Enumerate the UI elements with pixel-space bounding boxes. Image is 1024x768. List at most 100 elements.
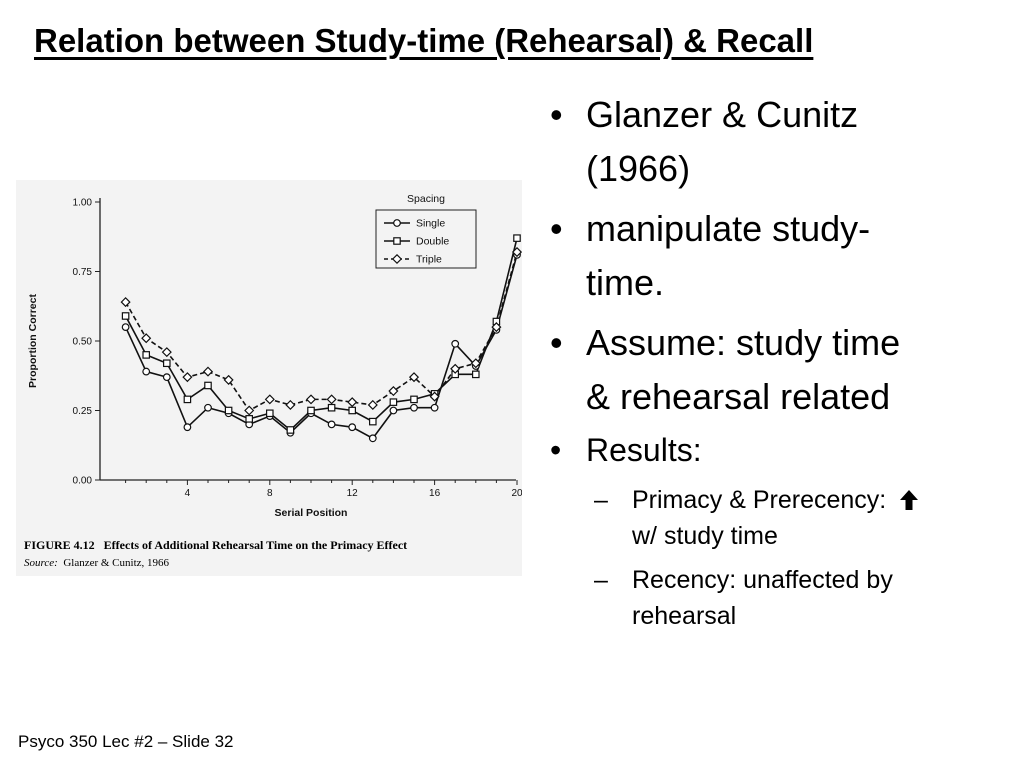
data-point-triple <box>141 333 152 344</box>
data-point-single <box>183 423 192 432</box>
slide-title: Relation between Study-time (Rehearsal) … <box>34 22 814 59</box>
bullet-assume: • Assume: study time & rehearsal related <box>548 316 1008 424</box>
figure-caption: FIGURE 4.12 Effects of Additional Rehear… <box>24 538 407 553</box>
legend-label-single: Single <box>416 218 445 230</box>
bullet-assume-line1: Assume: study time <box>586 322 901 363</box>
data-point-double <box>472 370 480 379</box>
legend-marker-double <box>393 237 401 245</box>
data-point-double <box>286 426 295 434</box>
data-point-double <box>410 395 418 404</box>
subbullet-primacy: – Primacy & Prerecency: w/ study time <box>548 482 1008 554</box>
data-point-single <box>327 420 336 429</box>
data-point-triple <box>367 399 378 410</box>
data-point-double <box>513 234 521 242</box>
bullet-citation-line1: Glanzer & Cunitz <box>586 94 859 135</box>
legend-label-double: Double <box>416 236 449 248</box>
bullet-dot: • <box>550 208 563 249</box>
bullet-dot: • <box>550 322 563 363</box>
y-axis-label: Proportion Correct <box>27 294 39 388</box>
y-tick-label: 1.00 <box>73 198 93 209</box>
data-point-double <box>183 395 192 404</box>
subbullet-primacy-line1: Primacy & Prerecency: <box>632 486 887 514</box>
data-point-single <box>368 434 377 443</box>
data-point-double <box>369 417 377 426</box>
figure-source-text: Glanzer & Cunitz, 1966 <box>63 557 170 569</box>
data-point-triple <box>182 372 193 383</box>
bullet-list: • Glanzer & Cunitz (1966) • manipulate s… <box>548 88 1008 642</box>
bullet-citation-line2: (1966) <box>586 148 691 189</box>
data-point-single <box>121 323 130 332</box>
data-point-double <box>142 351 151 359</box>
figure-source: Source: Glanzer & Cunitz, 1966 <box>24 557 169 569</box>
data-point-triple <box>244 405 255 416</box>
subbullet-recency-line1: Recency: unaffected by <box>632 566 893 594</box>
data-point-double <box>224 406 233 415</box>
y-tick-label: 0.00 <box>73 476 93 487</box>
legend-title: Spacing <box>407 193 445 205</box>
figure-source-label: Source: <box>24 557 58 569</box>
data-point-single <box>410 403 418 412</box>
data-point-triple <box>347 397 358 408</box>
x-tick-label: 4 <box>185 488 191 499</box>
data-point-triple <box>511 246 522 258</box>
up-arrow-icon <box>900 490 919 510</box>
data-point-triple <box>326 394 337 405</box>
data-point-double <box>266 409 274 418</box>
data-point-double <box>245 415 254 423</box>
data-point-triple <box>388 385 399 397</box>
data-point-single <box>389 406 398 415</box>
subbullet-dash: – <box>594 486 608 514</box>
subbullet-recency-line2: rehearsal <box>632 602 737 630</box>
y-tick-label: 0.50 <box>73 337 93 348</box>
bullet-manipulate-line2: time. <box>586 262 665 303</box>
bullet-dot: • <box>550 432 562 468</box>
bullet-results-label: Results: <box>586 432 702 468</box>
data-point-triple <box>264 394 275 405</box>
data-point-triple <box>161 347 172 358</box>
data-point-double <box>348 406 357 415</box>
data-point-triple <box>305 394 317 405</box>
data-point-triple <box>285 399 296 410</box>
series-line-triple <box>124 251 518 412</box>
data-point-double <box>307 406 315 415</box>
data-point-single <box>430 403 439 412</box>
data-point-triple <box>408 372 420 383</box>
data-point-single <box>204 403 212 412</box>
figure-panel: 0.00 0.25 0.50 0.75 1.00 4 8 12 16 20 Serial Posit… <box>16 180 522 576</box>
legend-box <box>375 209 477 269</box>
data-point-double <box>327 403 336 412</box>
data-point-single <box>451 339 460 348</box>
bullet-assume-line2: & rehearsal related <box>586 376 891 417</box>
data-point-triple <box>429 391 440 402</box>
x-tick-label: 12 <box>347 488 359 499</box>
bullet-results: • Results: <box>548 430 1008 470</box>
y-tick-label: 0.25 <box>73 406 93 417</box>
subbullet-primacy-line2: w/ study time <box>632 522 778 550</box>
data-point-double <box>389 398 398 406</box>
data-point-double <box>121 312 130 320</box>
subbullet-dash: – <box>594 566 608 594</box>
x-axis-label: Serial Position <box>275 507 348 519</box>
data-point-triple <box>120 297 131 308</box>
data-point-triple <box>223 374 234 385</box>
bullet-citation: • Glanzer & Cunitz (1966) <box>548 88 1008 196</box>
bullet-manipulate: • manipulate study- time. <box>548 202 1008 310</box>
data-point-single <box>348 423 357 432</box>
data-point-triple <box>491 322 502 333</box>
data-point-single <box>162 373 171 382</box>
figure-caption-label: FIGURE 4.12 <box>24 538 95 552</box>
recall-line-chart: 0.00 0.25 0.50 0.75 1.00 4 8 12 16 20 Serial Posit… <box>27 193 522 519</box>
data-point-triple <box>202 366 214 377</box>
x-tick-label: 8 <box>267 488 273 499</box>
legend-label-triple: Triple <box>416 254 442 266</box>
data-point-triple <box>470 358 481 369</box>
bullet-manipulate-line1: manipulate study- <box>586 208 871 249</box>
y-tick-label: 0.75 <box>73 267 93 278</box>
data-point-single <box>142 367 151 376</box>
x-tick-label: 16 <box>429 488 441 499</box>
legend-marker-triple <box>391 253 403 265</box>
data-point-double <box>204 381 212 390</box>
slide-footer: Psyco 350 Lec #2 – Slide 32 <box>18 732 234 751</box>
x-tick-label: 20 <box>511 488 522 499</box>
figure-caption-text: Effects of Additional Rehearsal Time on … <box>103 538 408 552</box>
